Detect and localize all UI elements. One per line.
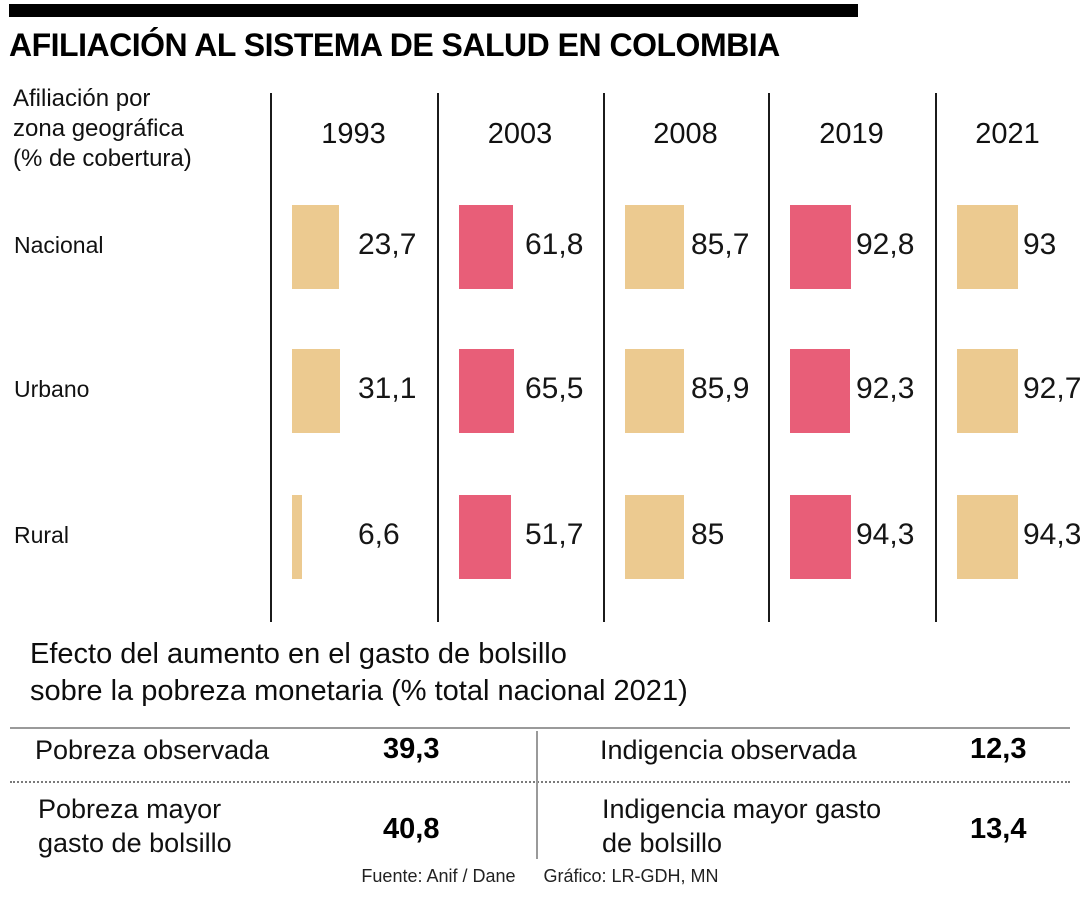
bar-value: 65,5 (525, 372, 584, 405)
year-header: 1993 (321, 118, 386, 150)
bar-value: 51,7 (525, 518, 584, 551)
bar-value: 6,6 (358, 518, 400, 551)
year-header: 2008 (653, 118, 718, 150)
label-indigencia-mayor-gasto: Indigencia mayor gasto de bolsillo (602, 794, 882, 858)
bar-value: 61,8 (525, 228, 584, 261)
bar (292, 495, 302, 579)
bar-value: 85,9 (691, 372, 750, 405)
bar (292, 205, 339, 289)
bar (292, 349, 340, 433)
label-pobreza-observada: Pobreza observada (35, 735, 270, 765)
bar (625, 349, 684, 433)
column-divider-line (437, 93, 439, 622)
page-title: AFILIACIÓN AL SISTEMA DE SALUD EN COLOMB… (9, 27, 780, 63)
bar-value: 93 (1023, 228, 1057, 261)
bar (459, 205, 513, 289)
row-label: Urbano (14, 376, 90, 402)
bar (625, 495, 684, 579)
bar-value: 94,3 (1023, 518, 1080, 551)
value-indigencia-mayor-gasto: 13,4 (970, 813, 1027, 845)
bar (459, 349, 514, 433)
source-credit: Fuente: Anif / Dane (361, 866, 516, 886)
column-divider-line (270, 93, 272, 622)
bar-value: 94,3 (856, 518, 915, 551)
chart-axis-label-line-2: zona geográfica (13, 115, 184, 143)
value-pobreza-mayor-gasto: 40,8 (383, 813, 440, 845)
section2-title-line-1: Efecto del aumento en el gasto de bolsil… (30, 638, 567, 670)
bar (957, 495, 1018, 579)
bar-value: 23,7 (358, 228, 417, 261)
bar-value: 85 (691, 518, 725, 551)
bar (459, 495, 511, 579)
value-indigencia-observada: 12,3 (970, 733, 1027, 765)
year-header: 2003 (487, 118, 553, 150)
bar-value: 92,3 (856, 372, 915, 405)
bar (957, 349, 1018, 433)
chart-axis-label-line-3: (% de cobertura) (13, 145, 192, 173)
footer: Fuente: Anif / Dane Gráfico: LR-GDH, MN (0, 866, 1080, 887)
top-accent-bar (9, 4, 858, 17)
bar (957, 205, 1018, 289)
chart-axis-label: Afiliación por zona geográfica (% de cob… (13, 84, 192, 175)
column-divider-line (768, 93, 770, 622)
column-divider-line (603, 93, 605, 622)
value-pobreza-observada: 39,3 (383, 733, 440, 765)
row-label: Nacional (14, 232, 104, 258)
graphic-credit: Gráfico: LR-GDH, MN (543, 866, 719, 886)
bar (790, 495, 851, 579)
row-label: Rural (14, 522, 69, 548)
section2-title-line-2: sobre la pobreza monetaria (% total naci… (30, 675, 688, 708)
bar-value: 92,8 (856, 228, 915, 261)
table-dotted-rule (10, 781, 1070, 783)
bar (790, 349, 850, 433)
year-header: 2019 (819, 118, 884, 150)
bar-value: 85,7 (691, 228, 750, 261)
column-divider-line (935, 93, 937, 622)
bar-value: 31,1 (358, 372, 417, 405)
table-vertical-divider (536, 731, 538, 859)
bar-value: 92,7 (1023, 372, 1080, 405)
chart-axis-label-line-1: Afiliación por (13, 85, 151, 112)
year-header: 2021 (975, 118, 1040, 150)
section2-title: Efecto del aumento en el gasto de bolsil… (30, 636, 688, 710)
label-pobreza-mayor-gasto: Pobreza mayor gasto de bolsillo (38, 794, 232, 858)
table-top-rule (10, 727, 1070, 729)
bar (790, 205, 851, 289)
bar (625, 205, 684, 289)
label-indigencia-observada: Indigencia observada (600, 735, 857, 765)
